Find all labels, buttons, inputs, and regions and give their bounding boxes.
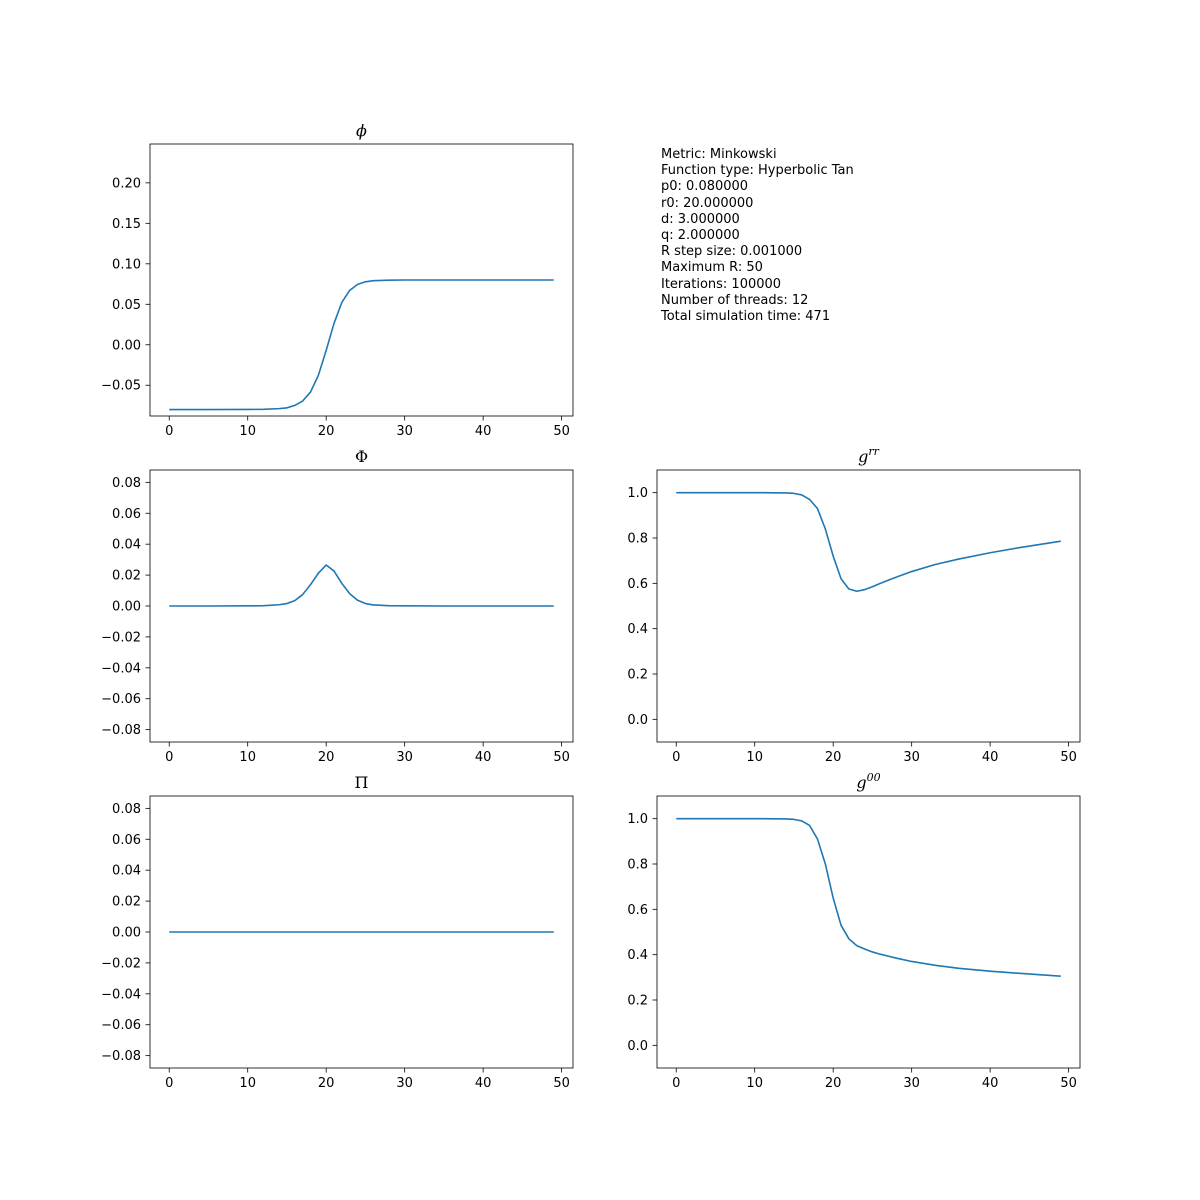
- chart-Phi: 0 10 20 30 40 50 −0.08 −0.06 −0.04 −0.02 0.00 0.02 0…: [101, 447, 574, 765]
- chart-title-Phi: Φ: [355, 447, 368, 466]
- series-line-g00-0: [676, 817, 1061, 977]
- x-tick-label-Pi-5: 50: [553, 1076, 570, 1091]
- x-tick-label-Pi-2: 20: [318, 1076, 335, 1091]
- x-tick-label-phi-3: 30: [396, 424, 413, 439]
- y-tick-label-phi-4: 0.15: [112, 217, 141, 232]
- y-tick-label-Phi-5: 0.02: [112, 569, 141, 584]
- info-d: d: 3.000000: [661, 211, 740, 227]
- chart-title-Pi: Π: [355, 773, 369, 792]
- chart-Pi: 0 10 20 30 40 50 −0.08 −0.06 −0.04 −0.02 0.00 0.02 0…: [101, 773, 574, 1091]
- y-tick-label-phi-2: 0.05: [112, 298, 141, 313]
- info-iterations: Iterations: 100000: [661, 276, 782, 292]
- series-line-grr-0: [676, 491, 1061, 593]
- y-tick-label-Pi-4: 0.00: [112, 926, 141, 941]
- info-maximum-r: Maximum R: 50: [661, 260, 763, 276]
- series-line-Phi-0: [169, 564, 554, 607]
- y-tick-label-g00-1: 0.2: [627, 994, 648, 1009]
- y-tick-label-grr-0: 0.0: [627, 713, 648, 728]
- y-tick-label-Pi-7: 0.06: [112, 833, 141, 848]
- x-tick-label-grr-2: 20: [825, 750, 842, 765]
- x-tick-label-Phi-1: 10: [239, 750, 256, 765]
- x-tick-label-phi-0: 0: [165, 424, 173, 439]
- y-tick-label-Pi-6: 0.04: [112, 864, 141, 879]
- x-tick-label-Phi-3: 30: [396, 750, 413, 765]
- x-tick-label-g00-3: 30: [903, 1076, 920, 1091]
- y-tick-label-Pi-3: −0.02: [101, 956, 141, 971]
- chart-title-phi: ϕ: [356, 121, 367, 140]
- y-tick-label-Phi-3: −0.02: [101, 630, 141, 645]
- series-line-phi-0: [169, 279, 554, 411]
- y-tick-label-Phi-7: 0.06: [112, 507, 141, 522]
- x-tick-label-g00-2: 20: [825, 1076, 842, 1091]
- y-tick-label-Phi-8: 0.08: [112, 476, 141, 491]
- x-tick-label-Phi-4: 40: [475, 750, 492, 765]
- y-tick-label-g00-0: 0.0: [627, 1039, 648, 1054]
- chart-phi: 0 10 20 30 40 50 −0.05 0.00 0.05 0.10 0.15 0.20 ϕ: [101, 121, 574, 439]
- y-tick-label-phi-0: −0.05: [101, 379, 141, 394]
- y-tick-label-Pi-0: −0.08: [101, 1049, 141, 1064]
- x-tick-label-phi-2: 20: [318, 424, 335, 439]
- y-tick-label-grr-3: 0.6: [627, 577, 648, 592]
- y-tick-label-g00-3: 0.6: [627, 903, 648, 918]
- y-tick-label-g00-2: 0.4: [627, 948, 648, 963]
- y-tick-label-phi-3: 0.10: [112, 257, 141, 272]
- y-tick-label-g00-5: 1.0: [627, 812, 648, 827]
- x-tick-label-g00-4: 40: [982, 1076, 999, 1091]
- x-tick-label-grr-0: 0: [672, 750, 680, 765]
- axes-frame-phi: [149, 143, 574, 417]
- chart-grr: 0 10 20 30 40 50 0.0 0.2 0.4 0.6 0.8 1.0 grr: [627, 445, 1081, 765]
- y-tick-label-Pi-1: −0.06: [101, 1018, 141, 1033]
- y-tick-label-grr-1: 0.2: [627, 668, 648, 683]
- chart-g00: 0 10 20 30 40 50 0.0 0.2 0.4 0.6 0.8 1.0 g00: [627, 771, 1081, 1091]
- x-tick-label-Pi-0: 0: [165, 1076, 173, 1091]
- info-q: q: 2.000000: [661, 228, 740, 244]
- x-tick-label-Pi-3: 30: [396, 1076, 413, 1091]
- y-tick-label-Pi-8: 0.08: [112, 802, 141, 817]
- y-tick-label-g00-4: 0.8: [627, 858, 648, 873]
- y-tick-label-grr-4: 0.8: [627, 532, 648, 547]
- y-tick-label-Phi-1: −0.06: [101, 692, 141, 707]
- info-function-type: Function type: Hyperbolic Tan: [661, 163, 854, 179]
- x-tick-label-grr-4: 40: [982, 750, 999, 765]
- info-total-simulation-time: Total simulation time: 471: [661, 309, 831, 325]
- y-tick-label-grr-2: 0.4: [627, 622, 648, 637]
- y-tick-label-Pi-5: 0.02: [112, 895, 141, 910]
- x-tick-label-Pi-4: 40: [475, 1076, 492, 1091]
- y-tick-label-phi-5: 0.20: [112, 176, 141, 191]
- info-r-step-size: R step size: 0.001000: [661, 244, 803, 260]
- axes-frame-grr: [656, 469, 1081, 743]
- info-number-of-threads: Number of threads: 12: [661, 292, 809, 308]
- x-tick-label-Pi-1: 10: [239, 1076, 256, 1091]
- x-tick-label-grr-1: 10: [746, 750, 763, 765]
- y-tick-label-Phi-0: −0.08: [101, 723, 141, 738]
- x-tick-label-g00-1: 10: [746, 1076, 763, 1091]
- info-metric: Metric: Minkowski: [661, 147, 777, 162]
- y-tick-label-Pi-2: −0.04: [101, 987, 141, 1002]
- x-tick-label-phi-4: 40: [475, 424, 492, 439]
- axes-frame-g00: [656, 795, 1081, 1069]
- y-tick-label-grr-5: 1.0: [627, 486, 648, 501]
- chart-title-g00: g00: [856, 771, 880, 792]
- x-tick-label-grr-5: 50: [1060, 750, 1077, 765]
- x-tick-label-Phi-0: 0: [165, 750, 173, 765]
- x-tick-label-g00-0: 0: [672, 1076, 680, 1091]
- info-p0: p0: 0.080000: [661, 179, 749, 195]
- y-tick-label-Phi-2: −0.04: [101, 661, 141, 676]
- chart-title-grr: grr: [858, 445, 880, 466]
- x-tick-label-Phi-5: 50: [553, 750, 570, 765]
- simulation-info-panel: Metric: Minkowski Function type: Hyperbo…: [661, 147, 854, 325]
- y-tick-label-Phi-6: 0.04: [112, 538, 141, 553]
- x-tick-label-Phi-2: 20: [318, 750, 335, 765]
- y-tick-label-phi-1: 0.00: [112, 338, 141, 353]
- x-tick-label-g00-5: 50: [1060, 1076, 1077, 1091]
- x-tick-label-phi-5: 50: [553, 424, 570, 439]
- x-tick-label-phi-1: 10: [239, 424, 256, 439]
- info-r0: r0: 20.000000: [661, 195, 754, 211]
- y-tick-label-Phi-4: 0.00: [112, 600, 141, 615]
- x-tick-label-grr-3: 30: [903, 750, 920, 765]
